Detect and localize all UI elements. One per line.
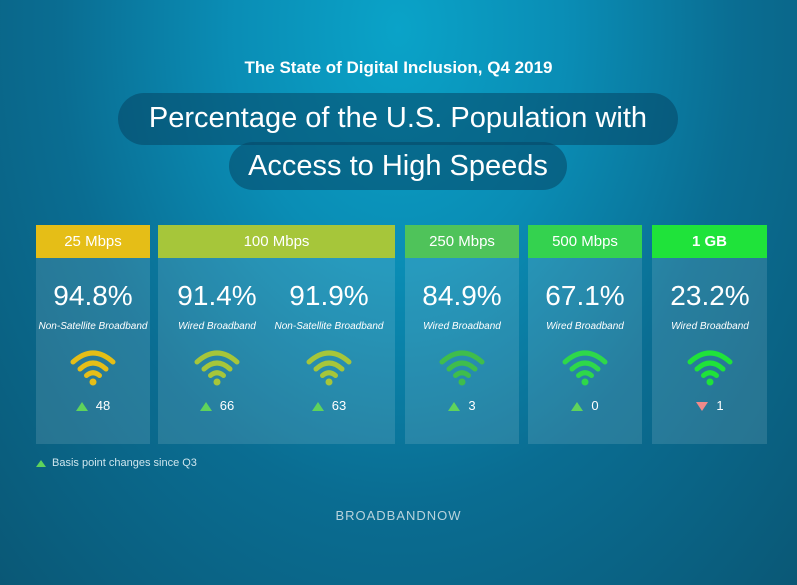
change-value: 63 <box>331 398 347 413</box>
metric-label: Non-Satellite Broadband <box>274 321 384 332</box>
change-indicator: 63 <box>270 398 388 413</box>
change-indicator: 66 <box>158 398 276 413</box>
metric-label: Wired Broadband <box>546 321 624 332</box>
metric-label: Wired Broadband <box>423 321 501 332</box>
change-value: 48 <box>95 398 111 413</box>
metric-value: 23.2% <box>670 280 750 311</box>
change-indicator: 48 <box>34 398 152 413</box>
wifi-icon <box>194 350 240 386</box>
wifi-icon <box>687 350 733 386</box>
metric-label: Wired Broadband <box>178 321 256 332</box>
wifi-icon <box>306 350 352 386</box>
brand-logo: BROADBANDNOW <box>335 508 462 523</box>
change-indicator: 1 <box>651 398 769 413</box>
change-arrow-icon <box>199 402 212 412</box>
change-value: 66 <box>219 398 235 413</box>
change-arrow-icon <box>448 402 461 412</box>
change-arrow-icon <box>75 402 88 412</box>
wifi-icon <box>70 350 116 386</box>
tier-header-500mbps: 500 Mbps <box>528 225 642 258</box>
footnote-text: Basis point changes since Q3 <box>52 457 197 469</box>
change-value: 3 <box>468 398 476 413</box>
change-value: 0 <box>591 398 599 413</box>
metric-label: Non-Satellite Broadband <box>38 321 148 332</box>
tier-header-100mbps: 100 Mbps <box>158 225 395 258</box>
tier-header-250mbps: 250 Mbps <box>405 225 519 258</box>
change-arrow-icon <box>571 402 584 412</box>
metric-value: 91.4% <box>177 280 257 311</box>
up-arrow-icon <box>36 459 46 467</box>
metric-label: Wired Broadband <box>671 321 749 332</box>
change-indicator: 0 <box>526 398 644 413</box>
metric-value: 91.9% <box>289 280 369 311</box>
change-indicator: 3 <box>403 398 521 413</box>
wifi-icon <box>439 350 485 386</box>
tier-header-25mbps: 25 Mbps <box>36 225 150 258</box>
title-line-1: Percentage of the U.S. Population with <box>118 93 678 145</box>
change-value: 1 <box>716 398 724 413</box>
subtitle: The State of Digital Inclusion, Q4 2019 <box>244 58 553 77</box>
metric-value: 67.1% <box>545 280 625 311</box>
change-arrow-icon <box>311 402 324 412</box>
title-line-2: Access to High Speeds <box>229 142 567 190</box>
footnote: Basis point changes since Q3 <box>36 457 197 469</box>
tier-header-1gb: 1 GB <box>652 225 767 258</box>
metric-value: 84.9% <box>422 280 502 311</box>
panel-100mbps <box>158 258 395 444</box>
wifi-icon <box>562 350 608 386</box>
change-arrow-icon <box>696 402 709 412</box>
metric-value: 94.8% <box>53 280 133 311</box>
